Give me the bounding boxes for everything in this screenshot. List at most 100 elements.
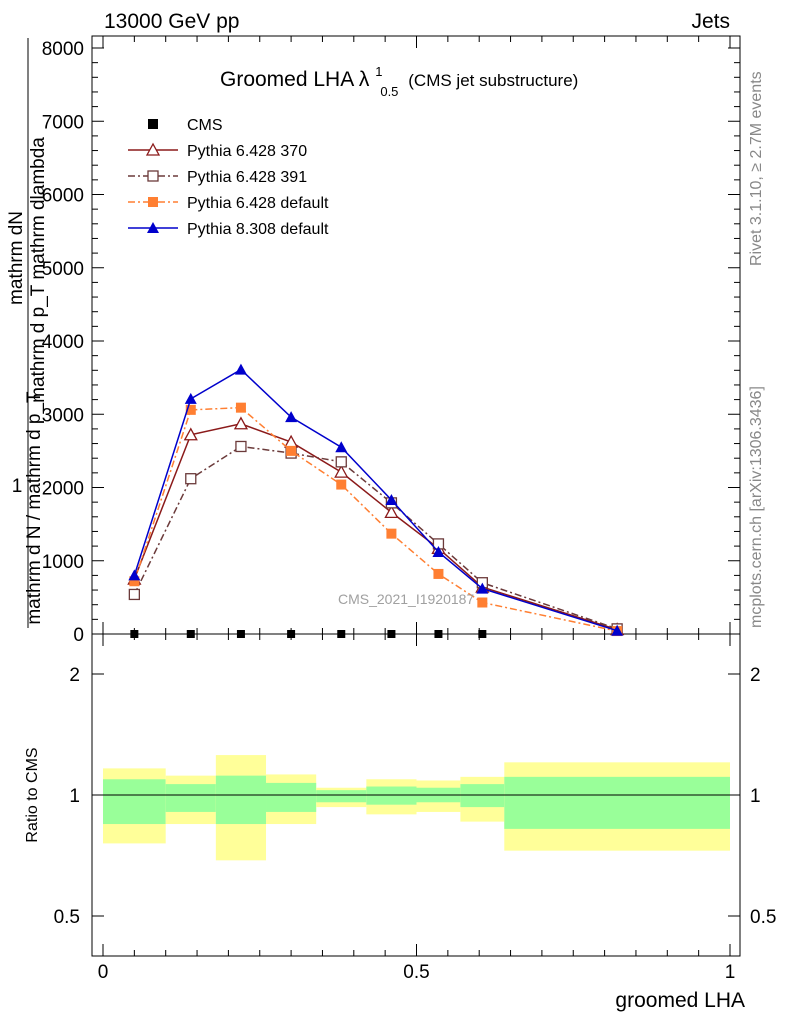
legend: CMS Pythia 6.428 370 Pythia 6.428 391 Pythi… <box>128 117 329 238</box>
legend-label: Pythia 6.428 370 <box>187 143 307 160</box>
ratio-bands <box>103 755 740 861</box>
main-ticks: 0 1000 2000 3000 4000 5000 6000 7000 8000 <box>42 36 740 646</box>
legend-label: CMS <box>187 117 223 134</box>
y-tick-label: 7000 <box>42 112 84 133</box>
legend-entry: Pythia 6.428 370 <box>128 142 307 160</box>
ratio-y-tick-label-right: 0.5 <box>750 907 776 928</box>
mcplots-label: mcplots.cern.ch [arXiv:1306.3436] <box>748 386 765 628</box>
data-point <box>335 456 347 468</box>
data-point <box>434 630 443 638</box>
data-point <box>128 588 141 601</box>
y-tick-label: 3000 <box>42 405 84 426</box>
title-sup: 1 <box>375 64 382 79</box>
ratio-inner-band <box>215 775 267 825</box>
data-point <box>235 402 246 413</box>
data-point <box>184 392 197 404</box>
ratio-y-tick-label: 0.5 <box>54 907 80 928</box>
ratio-ylabel: Ratio to CMS <box>24 747 41 842</box>
data-point <box>185 473 197 485</box>
data-point <box>147 170 159 182</box>
y-tick-label: 6000 <box>42 186 84 207</box>
ylabel-top: mathrm dN <box>6 211 27 305</box>
data-point <box>476 582 489 594</box>
y-tick-label: 8000 <box>42 39 84 60</box>
watermark: CMS_2021_I1920187 <box>338 591 474 607</box>
ylabel-one: 1 <box>12 476 23 497</box>
data-point <box>387 630 396 638</box>
y-tick-label: 4000 <box>42 332 84 353</box>
data-point <box>130 630 139 638</box>
ratio-inner-band <box>266 782 317 812</box>
data-point <box>147 222 159 233</box>
x-tick-label: 0.5 <box>403 962 429 983</box>
title-note: (CMS jet substructure) <box>408 71 578 90</box>
header-left: 13000 GeV pp <box>104 10 239 33</box>
legend-entry: CMS <box>148 117 223 134</box>
data-point <box>286 445 297 456</box>
data-point <box>186 630 195 638</box>
ratio-y-tick-label: 1 <box>69 786 80 807</box>
rivet-version-label: Rivet 3.1.10, ≥ 2.7M events <box>748 71 765 266</box>
series-0 <box>130 630 487 638</box>
y-tick-label: 2000 <box>42 479 84 500</box>
title-main: Groomed LHA <box>220 68 354 91</box>
ratio-y-tick-label: 2 <box>69 665 80 686</box>
data-point <box>148 119 158 129</box>
data-point <box>287 630 296 638</box>
x-axis-label: groomed LHA <box>615 989 745 1012</box>
data-point <box>185 404 196 415</box>
x-tick-label: 1 <box>725 962 736 983</box>
legend-entry: Pythia 6.428 default <box>128 195 329 212</box>
data-point <box>336 479 347 490</box>
data-point <box>183 427 198 441</box>
data-point <box>145 142 161 156</box>
data-point <box>148 197 158 207</box>
ylabel-top2: mathrm d p_T mathrm dlambda <box>28 137 49 403</box>
title-lambda: λ <box>359 68 370 91</box>
data-point <box>384 505 399 519</box>
series-layer <box>127 363 625 638</box>
data-point <box>385 493 398 505</box>
legend-label: Pythia 6.428 391 <box>187 169 307 186</box>
ratio-ticks: 0.5 0.5 1 1 2 2 0 0.5 1 <box>54 634 776 983</box>
data-point <box>478 630 487 638</box>
legend-entry: Pythia 8.308 default <box>128 221 329 238</box>
y-tick-label: 1000 <box>42 552 84 573</box>
data-point <box>236 630 245 638</box>
legend-label: Pythia 8.308 default <box>187 221 329 238</box>
series-4 <box>128 363 624 636</box>
data-point <box>432 545 445 557</box>
data-point <box>386 528 397 539</box>
data-point <box>234 363 247 375</box>
ratio-y-tick-label-right: 1 <box>750 786 761 807</box>
data-point <box>284 434 299 448</box>
y-tick-label: 0 <box>73 625 84 646</box>
ratio-inner-band <box>316 790 367 803</box>
plot-title: Groomed LHA λ 1 0.5 (CMS jet substructur… <box>220 58 578 101</box>
series-line <box>133 406 618 632</box>
ratio-inner-band <box>504 776 730 829</box>
data-point <box>235 440 247 453</box>
data-point <box>611 624 624 636</box>
data-point <box>337 630 346 638</box>
data-point <box>285 411 298 423</box>
header-right: Jets <box>691 10 730 33</box>
ratio-inner-band <box>460 784 505 808</box>
ratio-inner-band <box>165 784 216 812</box>
data-point <box>334 464 349 478</box>
data-point <box>335 441 348 453</box>
ratio-inner-band <box>366 786 417 805</box>
y-tick-label: 5000 <box>42 259 84 280</box>
legend-entry: Pythia 6.428 391 <box>128 169 307 186</box>
title-sub: 0.5 <box>380 84 398 99</box>
ylabel-bottom: mathrm d N / mathrm d p_T <box>24 391 45 625</box>
ratio-y-tick-label-right: 2 <box>750 665 761 686</box>
data-point <box>477 597 488 608</box>
ratio-inner-band <box>103 779 166 825</box>
data-point <box>129 576 140 587</box>
x-tick-label: 0 <box>98 962 109 983</box>
legend-label: Pythia 6.428 default <box>187 195 329 212</box>
y-axis-label: mathrm dN mathrm d p_T mathrm dlambda 1 … <box>6 38 49 628</box>
data-point <box>128 569 141 581</box>
